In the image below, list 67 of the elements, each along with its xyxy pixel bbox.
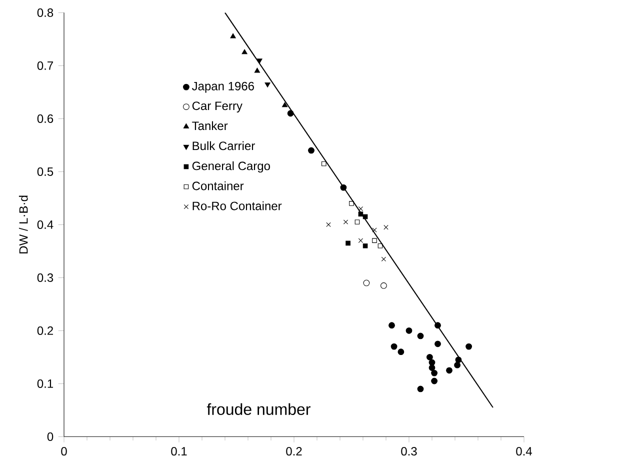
y-tick-label: 0.1 [37,379,54,388]
y-tick-label: 0.4 [37,220,54,229]
point [349,201,354,206]
point [362,243,368,248]
point [287,110,294,117]
point [372,228,377,232]
point [384,224,388,230]
point [428,359,436,366]
point [282,102,288,108]
y-tick-label: 0.8 [37,8,54,17]
point [346,240,350,246]
point [417,386,424,392]
annotation: froude number [206,403,310,415]
point [264,82,270,88]
y-axis-title: DW / L·B·d [18,196,28,254]
point [354,220,360,224]
point [362,214,368,220]
point [358,212,364,216]
legend-label: Bulk Carrier [192,141,255,150]
point [446,367,452,374]
x-tick-label: 0.4 [516,447,532,456]
y-tick-label: 0 [47,432,54,441]
y-tick-label: 0.6 [37,114,54,123]
point [242,49,248,54]
legend-label: Tanker [192,121,228,130]
x-tick-label: 0.2 [286,447,302,456]
point [417,332,424,340]
x-tick-label: 0 [61,447,67,456]
point [358,206,364,212]
point [455,356,462,364]
legend-label: Car Ferry [192,102,242,112]
y-tick-label: 0.3 [37,273,54,282]
legend-label: General Cargo [192,161,270,173]
point [358,238,364,243]
point [380,282,387,289]
point [254,68,260,73]
y-tick-label: 0.7 [37,61,53,70]
point [378,243,383,248]
point [434,322,441,329]
point [428,364,436,371]
legend-label: Ro-Ro Container [192,201,282,210]
point [321,161,326,166]
point [343,220,348,224]
legend-label: Container [192,181,244,190]
point [381,256,386,262]
point [466,343,472,350]
y-tick-label: 0.2 [37,326,53,335]
point [326,222,331,228]
point [398,348,404,356]
point [406,327,412,334]
point [390,343,398,350]
point [308,147,314,154]
point [431,378,438,384]
point [454,362,460,368]
y-tick-label: 0.5 [37,167,54,176]
point [363,280,370,286]
point [372,238,377,243]
point [340,184,347,191]
point [230,33,236,38]
x-tick-label: 0.3 [401,447,417,456]
legend-label: Japan 1966 [192,82,254,93]
point [431,370,438,376]
point [388,322,395,329]
point [434,340,441,348]
point [426,354,433,360]
point [256,58,262,64]
x-tick-label: 0.1 [171,447,187,456]
